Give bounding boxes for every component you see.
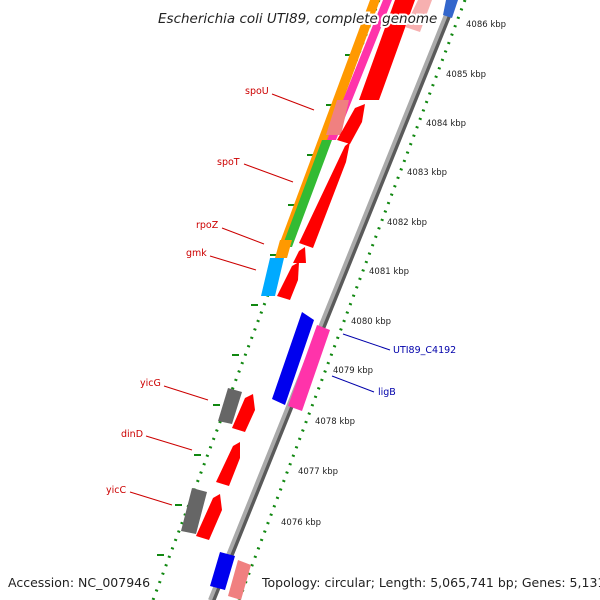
left-gene-labels: spoU spoT rpoZ gmk yicG dinD yicC xyxy=(106,86,269,496)
tick-label-4085: 4085 kbp xyxy=(446,70,486,80)
gene-yicG[interactable] xyxy=(218,388,242,424)
ruler-tick-labels: 4086 kbp 4085 kbp 4084 kbp 4083 kbp 4082… xyxy=(281,20,506,528)
left-guide-ticks xyxy=(157,54,352,556)
right-gene-labels: UTI89_C4192 ligB xyxy=(378,345,456,398)
gene-forward-gmk[interactable] xyxy=(293,247,306,263)
topology-text: Topology: circular; Length: 5,065,741 bp… xyxy=(261,575,600,590)
gene-blue-bottom[interactable] xyxy=(210,552,235,590)
gene-gmk[interactable] xyxy=(261,258,284,296)
gene-green-track[interactable] xyxy=(282,140,332,247)
gene-ligB[interactable] xyxy=(288,325,330,411)
gene-forward-spoT[interactable] xyxy=(299,142,350,248)
leader-UTI89_C4192 xyxy=(342,333,391,351)
forward-strand-features xyxy=(196,0,432,600)
gene-pink-bottom[interactable] xyxy=(228,560,251,600)
tick-label-4081: 4081 kbp xyxy=(369,267,409,277)
label-dinD[interactable]: dinD xyxy=(121,429,143,440)
genome-title: Escherichia coli UTI89, complete genome xyxy=(158,11,437,27)
gene-forward-spoU[interactable] xyxy=(337,104,365,144)
gene-yicC[interactable] xyxy=(181,488,207,534)
gene-forward-rpoZ[interactable] xyxy=(277,262,299,300)
left-leader-lines xyxy=(129,93,315,506)
tick-label-4086: 4086 kbp xyxy=(466,20,506,30)
tick-label-4083: 4083 kbp xyxy=(407,168,447,178)
gene-dinD[interactable] xyxy=(216,442,240,486)
gene-spoU-pink[interactable] xyxy=(326,100,349,135)
label-spoU[interactable]: spoU xyxy=(245,86,269,97)
tick-label-4077: 4077 kbp xyxy=(298,467,338,477)
gene-forward-yicG[interactable] xyxy=(232,394,255,432)
gene-blue-UTI89[interactable] xyxy=(272,312,314,405)
gene-forward-top[interactable] xyxy=(359,0,415,100)
genome-backbone xyxy=(208,0,455,600)
tick-label-4079: 4079 kbp xyxy=(333,366,373,376)
tick-label-4078: 4078 kbp xyxy=(315,417,355,427)
gene-pink-top[interactable] xyxy=(405,0,432,32)
gene-orange-track[interactable] xyxy=(279,0,380,245)
label-yicC[interactable]: yicC xyxy=(106,485,126,496)
tick-label-4080: 4080 kbp xyxy=(351,317,391,327)
label-rpoZ[interactable]: rpoZ xyxy=(196,220,219,231)
tick-label-4082: 4082 kbp xyxy=(387,218,427,228)
label-UTI89_C4192[interactable]: UTI89_C4192 xyxy=(393,345,456,356)
tick-label-4084: 4084 kbp xyxy=(426,119,466,129)
label-gmk[interactable]: gmk xyxy=(186,248,207,259)
label-spoT[interactable]: spoT xyxy=(217,157,240,168)
leader-ligB xyxy=(331,375,375,393)
gene-forward-yicC[interactable] xyxy=(196,494,222,540)
label-yicG[interactable]: yicG xyxy=(140,378,161,389)
reverse-strand-features xyxy=(181,0,458,590)
gene-blue-top[interactable] xyxy=(443,0,458,18)
gene-rpoZ[interactable] xyxy=(275,240,292,258)
accession-text: Accession: NC_007946 xyxy=(8,575,150,590)
label-ligB[interactable]: ligB xyxy=(378,387,396,398)
tick-label-4076: 4076 kbp xyxy=(281,518,321,528)
